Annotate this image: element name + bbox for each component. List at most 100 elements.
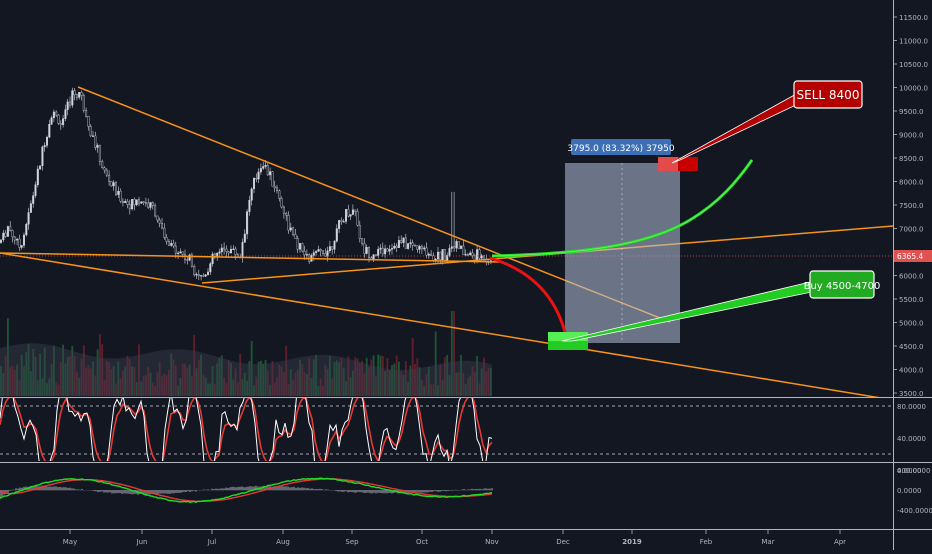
macd-histogram-bar (338, 490, 339, 492)
macd-histogram-bar (318, 489, 319, 490)
candle-body (338, 220, 340, 228)
candle-body (269, 172, 271, 175)
macd-histogram-bar (304, 488, 305, 491)
macd-histogram-bar (466, 490, 467, 491)
macd-histogram-bar (108, 490, 109, 493)
candle-body (55, 112, 57, 115)
macd-histogram-bar (420, 490, 421, 492)
macd-histogram-bar (440, 490, 441, 492)
candle-body (131, 199, 133, 209)
macd-histogram-bar (82, 489, 83, 490)
macd-histogram-bar (242, 487, 243, 491)
candle-body (134, 199, 136, 205)
candle-body (373, 255, 375, 259)
candle-body (315, 251, 317, 252)
macd-histogram-bar (106, 490, 107, 492)
macd-histogram-bar (490, 489, 491, 491)
macd-histogram-bar (80, 490, 81, 491)
macd-histogram-bar (280, 487, 281, 491)
macd-histogram-bar (436, 490, 437, 491)
candle-body (233, 249, 235, 250)
macd-histogram-bar (212, 489, 213, 491)
candle-body (51, 118, 53, 124)
candle-body (322, 251, 324, 254)
macd-histogram-bar (450, 490, 451, 491)
macd-histogram-bar (278, 487, 279, 491)
candle-body (345, 209, 347, 221)
candle-body (115, 183, 117, 195)
macd-histogram-bar (50, 486, 51, 490)
macd-histogram-bar (196, 490, 197, 492)
candle-body (279, 191, 281, 199)
candle-body (65, 110, 67, 119)
candle-body (440, 252, 442, 260)
macd-histogram-bar (336, 490, 337, 491)
macd-histogram-bar (232, 487, 233, 490)
candle-body (375, 255, 377, 256)
macd-histogram-bar (456, 490, 457, 491)
macd-histogram-bar (224, 488, 225, 490)
macd-histogram-bar (66, 487, 67, 490)
macd-histogram-bar (104, 490, 105, 493)
macd-histogram-bar (292, 487, 293, 490)
macd-histogram-bar (432, 490, 433, 492)
sell-zone-inner (658, 157, 678, 171)
range-box (565, 163, 680, 343)
candle-body (361, 239, 363, 244)
price-tick-label: 8500.0 (899, 155, 924, 163)
candle-body (465, 254, 467, 255)
macd-histogram-bar (244, 487, 245, 490)
macd-histogram-bar (18, 489, 19, 491)
macd-histogram-bar (20, 488, 21, 491)
macd-histogram-bar (62, 487, 63, 490)
last-price-label: 6365.4 (897, 252, 923, 261)
buy-callout-label: Buy 4500-4700 (804, 281, 881, 292)
candle-body (62, 119, 64, 125)
macd-histogram-bar (14, 490, 15, 491)
stoch-tick-label: 40.0000 (897, 435, 926, 443)
price-tick-label: 9500.0 (899, 108, 924, 116)
candle-body (44, 145, 46, 146)
macd-histogram-bar (16, 488, 17, 490)
macd-histogram-bar (422, 490, 423, 493)
macd-histogram-bar (174, 490, 175, 493)
candle-body (58, 115, 60, 123)
macd-histogram-bar (94, 490, 95, 491)
candle-body (253, 178, 255, 189)
macd-histogram-bar (76, 489, 77, 490)
candle-body (187, 260, 189, 261)
macd-histogram-bar (208, 489, 209, 490)
candle-body (281, 198, 283, 207)
macd-histogram-bar (124, 490, 125, 493)
candle-body (95, 136, 97, 148)
macd-histogram-bar (168, 490, 169, 494)
time-tick-label: Oct (416, 538, 428, 546)
candle-body (99, 145, 101, 161)
candle-body (168, 241, 170, 245)
candle-body (235, 249, 237, 255)
candle-body (104, 168, 106, 170)
macd-histogram-bar (308, 488, 309, 490)
candle-body (141, 202, 143, 204)
price-tick-label: 4000.0 (899, 367, 924, 375)
macd-histogram-bar (72, 488, 73, 490)
candle-body (403, 238, 405, 243)
macd-histogram-bar (324, 490, 325, 491)
price-tick-label: 10000.0 (899, 85, 928, 93)
candle-body (26, 224, 28, 235)
macd-histogram-bar (416, 490, 417, 492)
candle-body (69, 102, 71, 105)
macd-histogram-bar (348, 490, 349, 492)
macd-histogram-bar (464, 489, 465, 490)
time-tick-label: May (63, 538, 77, 546)
macd-histogram-bar (302, 487, 303, 490)
price-tick-label: 5000.0 (899, 320, 924, 328)
candle-body (285, 213, 287, 215)
macd-histogram-bar (162, 490, 163, 493)
macd-histogram-bar (236, 487, 237, 490)
candle-body (23, 235, 25, 245)
macd-histogram-bar (328, 490, 329, 491)
macd-histogram-bar (122, 490, 123, 494)
candle-body (83, 95, 85, 110)
macd-histogram-bar (284, 486, 285, 490)
